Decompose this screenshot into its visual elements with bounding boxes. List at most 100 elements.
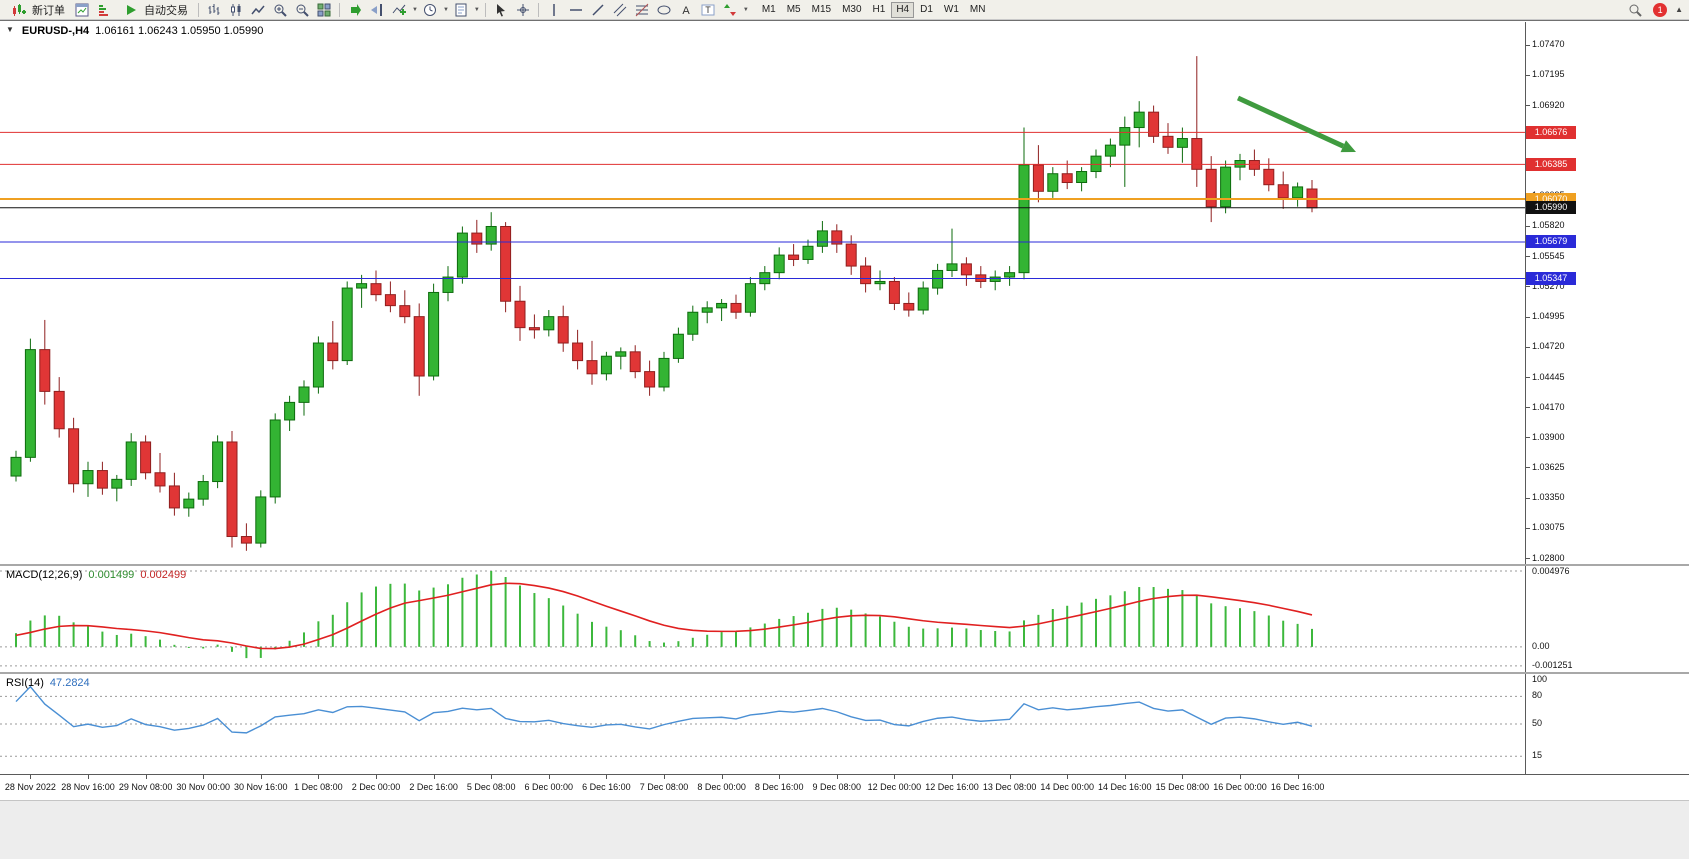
- time-axis-tick: [548, 775, 550, 779]
- time-axis-tick: [1297, 775, 1299, 779]
- zoom-out-icon[interactable]: [292, 1, 312, 19]
- collapse-toolbar-icon[interactable]: ▲: [1675, 5, 1683, 14]
- time-axis-tick: [318, 775, 320, 779]
- market-depth-icon[interactable]: [94, 1, 114, 19]
- rsi-name: RSI(14): [6, 677, 44, 689]
- time-axis-label: 30 Nov 00:00: [176, 782, 230, 792]
- panel-separator[interactable]: [0, 564, 1689, 566]
- zoom-in-icon[interactable]: [270, 1, 290, 19]
- templates-icon[interactable]: [451, 1, 471, 19]
- time-axis-label: 13 Dec 08:00: [982, 782, 1037, 792]
- auto-scroll-icon[interactable]: [345, 1, 365, 19]
- price-axis-tick: [1526, 225, 1530, 227]
- price-axis-tick: [1526, 407, 1530, 409]
- arrows-caret[interactable]: ▼: [742, 6, 749, 13]
- time-axis-label: 28 Nov 16:00: [61, 782, 115, 792]
- price-axis-label: 1.04445: [1532, 371, 1565, 382]
- candlestick-canvas[interactable]: [0, 22, 1525, 564]
- timeframe-button-h1[interactable]: H1: [868, 2, 891, 18]
- crosshair-icon[interactable]: [513, 1, 533, 19]
- macd-name: MACD(12,26,9): [6, 569, 83, 581]
- indicators-caret[interactable]: ▼: [412, 6, 418, 13]
- time-axis-border: [0, 774, 1689, 775]
- timeframe-button-h4[interactable]: H4: [891, 1, 915, 18]
- toolbar-separator: [339, 2, 340, 17]
- chart-shift-icon[interactable]: [367, 1, 387, 19]
- auto-trading-button[interactable]: 自动交易: [116, 1, 193, 19]
- arrows-icon[interactable]: [720, 1, 740, 19]
- panel-separator[interactable]: [0, 672, 1689, 674]
- time-axis-label: 9 Dec 08:00: [812, 782, 862, 792]
- timeframe-button-m30[interactable]: M30: [837, 2, 866, 18]
- macd-signal-value: 0.002499: [140, 569, 187, 581]
- time-axis-tick: [952, 775, 953, 779]
- chart-menu-icon[interactable]: ▼: [6, 25, 14, 34]
- time-axis-label: 12 Dec 16:00: [925, 782, 979, 792]
- main-chart-area[interactable]: ▼ EURUSD-,H4 1.06161 1.06243 1.05950 1.0…: [0, 22, 1525, 564]
- chart-title: ▼ EURUSD-,H4 1.06161 1.06243 1.05950 1.0…: [6, 25, 263, 37]
- price-axis[interactable]: 1.074701.071951.069201.066451.063701.060…: [1525, 22, 1689, 564]
- fibonacci-icon[interactable]: [632, 1, 652, 19]
- time-axis-tick: [145, 775, 147, 779]
- new-order-label: 新订单: [32, 4, 65, 17]
- macd-canvas[interactable]: [0, 566, 1525, 672]
- price-axis-label: 1.05820: [1532, 220, 1565, 231]
- trendline-icon[interactable]: [588, 1, 608, 19]
- time-axis-tick: [779, 775, 781, 779]
- chart-ohlc-values: 1.06161 1.06243 1.05950 1.05990: [95, 25, 264, 37]
- macd-panel[interactable]: MACD(12,26,9) 0.001499 0.002499: [0, 566, 1525, 672]
- line-chart-icon[interactable]: [248, 1, 268, 19]
- time-axis-label: 7 Dec 08:00: [639, 782, 689, 792]
- timeframe-button-w1[interactable]: W1: [939, 2, 964, 18]
- price-axis-label: 1.07470: [1532, 39, 1565, 50]
- rsi-label: RSI(14) 47.2824: [6, 677, 90, 689]
- time-axis-label: 12 Dec 00:00: [867, 782, 922, 792]
- candlestick-chart-icon[interactable]: [226, 1, 246, 19]
- periods-icon[interactable]: [420, 1, 440, 19]
- price-axis-tick: [1526, 527, 1530, 529]
- templates-caret[interactable]: ▼: [473, 6, 480, 13]
- search-icon[interactable]: [1625, 1, 1645, 19]
- shapes-icon[interactable]: [654, 1, 674, 19]
- time-axis-tick: [1124, 775, 1126, 779]
- rsi-canvas[interactable]: [0, 674, 1525, 774]
- timeframe-button-m1[interactable]: M1: [757, 2, 781, 18]
- time-axis-label: 28 Nov 2022: [4, 782, 56, 792]
- tile-windows-icon[interactable]: [314, 1, 334, 19]
- chart-symbol-period: EURUSD-,H4: [21, 25, 90, 37]
- rsi-panel[interactable]: RSI(14) 47.2824: [0, 674, 1525, 774]
- notification-badge[interactable]: 1: [1653, 2, 1668, 17]
- timeframe-button-m15[interactable]: M15: [807, 2, 836, 18]
- rsi-axis[interactable]: 100 80 50 15: [1525, 674, 1689, 774]
- periods-caret[interactable]: ▼: [442, 6, 449, 13]
- time-axis-label: 14 Dec 00:00: [1040, 782, 1094, 792]
- time-axis-tick: [1182, 775, 1184, 779]
- price-badge: 1.05990: [1526, 201, 1576, 215]
- text-icon[interactable]: A: [676, 1, 696, 19]
- timeframe-button-d1[interactable]: D1: [915, 2, 938, 18]
- time-axis[interactable]: 28 Nov 2022 28 Nov 16:00 29 Nov 08:00 30 No…: [0, 775, 1689, 800]
- horizontal-line-icon[interactable]: [566, 1, 586, 19]
- price-axis-tick: [1526, 497, 1530, 499]
- time-axis-tick: [606, 775, 608, 779]
- price-axis-tick: [1526, 74, 1530, 76]
- time-axis-tick: [1240, 775, 1241, 779]
- auto-trading-icon: [121, 1, 141, 19]
- indicators-icon[interactable]: [389, 1, 409, 19]
- time-axis-tick: [88, 775, 89, 779]
- macd-axis[interactable]: 0.004976 0.00 -0.001251: [1525, 566, 1689, 672]
- channel-icon[interactable]: [610, 1, 630, 19]
- cursor-icon[interactable]: [491, 1, 511, 19]
- time-axis-tick: [1009, 775, 1011, 779]
- timeframe-button-m5[interactable]: M5: [782, 2, 806, 18]
- vertical-line-icon[interactable]: [544, 1, 564, 19]
- chart-window-icon[interactable]: [72, 1, 92, 19]
- new-order-button[interactable]: 新订单: [4, 1, 70, 19]
- timeframe-button-mn[interactable]: MN: [965, 2, 991, 18]
- price-axis-tick: [1526, 316, 1530, 318]
- price-axis-tick: [1526, 286, 1530, 288]
- time-axis-label: 16 Dec 16:00: [1270, 782, 1325, 792]
- time-axis-tick: [433, 775, 435, 779]
- bar-chart-icon[interactable]: [204, 1, 224, 19]
- text-label-icon[interactable]: T: [698, 1, 718, 19]
